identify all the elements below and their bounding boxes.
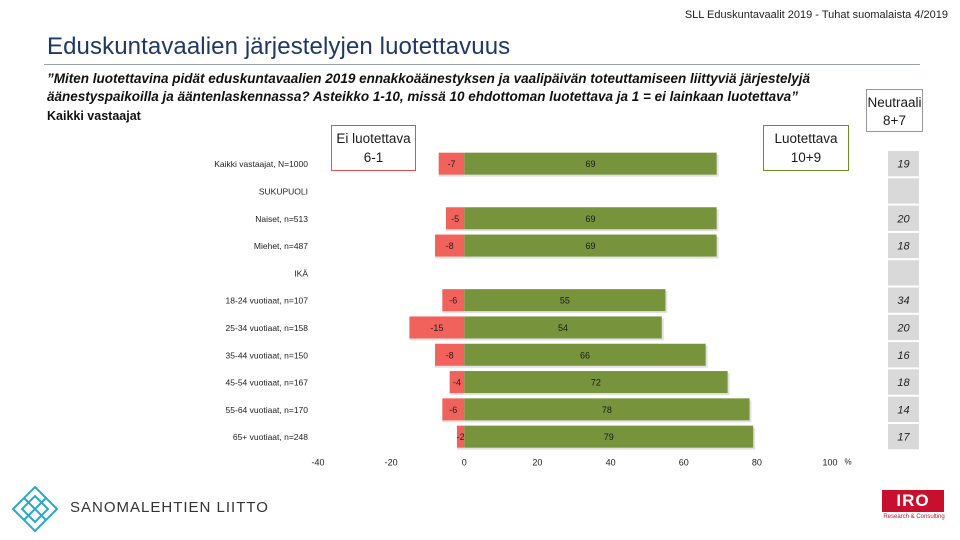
negative-value-label: -6 — [449, 405, 457, 415]
legend-box-negative: Ei luotettava 6-1 — [331, 125, 416, 171]
legend-box-positive: Luotettava 10+9 — [763, 125, 849, 171]
neutral-cell — [888, 205, 919, 231]
legend-negative-label: Ei luotettava — [336, 131, 411, 146]
negative-value-label: -2 — [457, 432, 465, 442]
category-label: 25-34 vuotiaat, n=158 — [226, 323, 309, 333]
category-label: 18-24 vuotiaat, n=107 — [226, 296, 309, 306]
neutral-cell — [888, 369, 919, 395]
legend-box-neutral: Neutraali 8+7 — [866, 89, 923, 132]
group-header-label: SUKUPUOLI — [259, 186, 308, 196]
positive-value-label: 54 — [558, 323, 568, 333]
legend-positive-scale: 10+9 — [790, 150, 822, 165]
negative-value-label: -4 — [453, 378, 461, 388]
sanomalehtien-liitto-logo-text: SANOMALEHTIEN LIITTO — [70, 499, 269, 516]
positive-bar — [464, 152, 717, 175]
negative-value-label: -6 — [449, 296, 457, 306]
legend-negative-scale: 6-1 — [363, 150, 384, 165]
x-unit-label: % — [844, 457, 851, 466]
negative-bar — [456, 425, 465, 448]
x-tick-label: 0 — [462, 457, 467, 467]
positive-bar — [464, 207, 717, 230]
group-header-label: IKÄ — [294, 268, 308, 278]
neutral-cell — [888, 314, 919, 341]
legend-positive-label: Luotettava — [774, 131, 838, 146]
category-label: 65+ vuotiaat, n=248 — [233, 432, 308, 442]
neutral-cell — [888, 424, 919, 450]
negative-value-label: -8 — [446, 350, 454, 360]
neutral-value-label: 18 — [897, 377, 910, 389]
neutral-value-label: 18 — [897, 241, 910, 253]
neutral-cell — [888, 151, 919, 177]
x-tick-label: -40 — [311, 457, 324, 467]
neutral-value-label: 14 — [897, 404, 909, 416]
negative-value-label: -8 — [446, 241, 454, 251]
x-tick-label: 100 — [822, 457, 837, 467]
negative-bar — [435, 234, 465, 257]
x-tick-label: 80 — [752, 457, 762, 467]
negative-bar — [409, 316, 465, 339]
survey-question: ”Miten luotettavina pidät eduskuntavaali… — [47, 71, 811, 104]
neutral-cell — [888, 342, 919, 368]
negative-bar — [442, 289, 465, 312]
iro-logo-subtitle: Research & Consulting — [883, 514, 945, 520]
neutral-value-label: 16 — [897, 350, 910, 362]
positive-bar — [464, 289, 666, 312]
positive-value-label: 69 — [585, 241, 595, 251]
positive-bar — [464, 398, 750, 421]
negative-value-label: -7 — [447, 159, 455, 169]
x-tick-label: 60 — [679, 457, 689, 467]
positive-bar — [464, 371, 728, 394]
neutral-value-label: 20 — [896, 213, 910, 225]
positive-value-label: 55 — [560, 296, 570, 306]
negative-bar — [442, 398, 465, 421]
neutral-cell — [888, 287, 919, 313]
negative-bar — [435, 343, 465, 366]
legend-neutral-scale: 8+7 — [883, 113, 906, 128]
negative-bar — [438, 152, 465, 175]
neutral-value-label: 34 — [897, 295, 909, 307]
positive-value-label: 72 — [591, 378, 601, 388]
negative-bar — [449, 371, 465, 394]
neutral-cell — [888, 396, 919, 422]
category-label: Miehet, n=487 — [254, 241, 308, 251]
neutral-cell — [888, 178, 919, 204]
category-label: 35-44 vuotiaat, n=150 — [226, 350, 309, 360]
neutral-value-label: 17 — [897, 432, 910, 444]
category-label: Naiset, n=513 — [255, 214, 308, 224]
positive-bar — [464, 316, 662, 339]
positive-value-label: 69 — [585, 214, 595, 224]
x-tick-label: 40 — [606, 457, 616, 467]
legend-neutral-label: Neutraali — [867, 95, 922, 110]
neutral-cell — [888, 232, 919, 259]
positive-value-label: 66 — [580, 350, 590, 360]
neutral-cell — [888, 260, 919, 286]
base-label: Kaikki vastaajat — [47, 109, 141, 123]
positive-value-label: 79 — [604, 432, 614, 442]
iro-logo: IRO — [882, 490, 944, 512]
category-label: 45-54 vuotiaat, n=167 — [226, 378, 309, 388]
neutral-value-label: 20 — [896, 322, 910, 334]
negative-bar — [446, 207, 465, 230]
x-tick-label: 20 — [532, 457, 542, 467]
x-tick-label: -20 — [385, 457, 398, 467]
negative-value-label: -15 — [430, 323, 443, 333]
positive-value-label: 78 — [602, 405, 612, 415]
negative-value-label: -5 — [451, 214, 459, 224]
positive-bar — [464, 234, 717, 257]
positive-value-label: 69 — [585, 159, 595, 169]
category-label: Kaikki vastaajat, N=1000 — [214, 159, 308, 169]
neutral-value-label: 19 — [897, 159, 909, 171]
positive-bar — [464, 425, 754, 448]
category-label: 55-64 vuotiaat, n=170 — [226, 405, 309, 415]
source-label: SLL Eduskuntavaalit 2019 - Tuhat suomala… — [684, 9, 948, 21]
page-title: Eduskuntavaalien järjestelyjen luotettav… — [47, 33, 511, 60]
sanomalehtien-liitto-logo-icon — [11, 485, 59, 533]
title-divider — [44, 64, 920, 65]
positive-bar — [464, 343, 706, 366]
